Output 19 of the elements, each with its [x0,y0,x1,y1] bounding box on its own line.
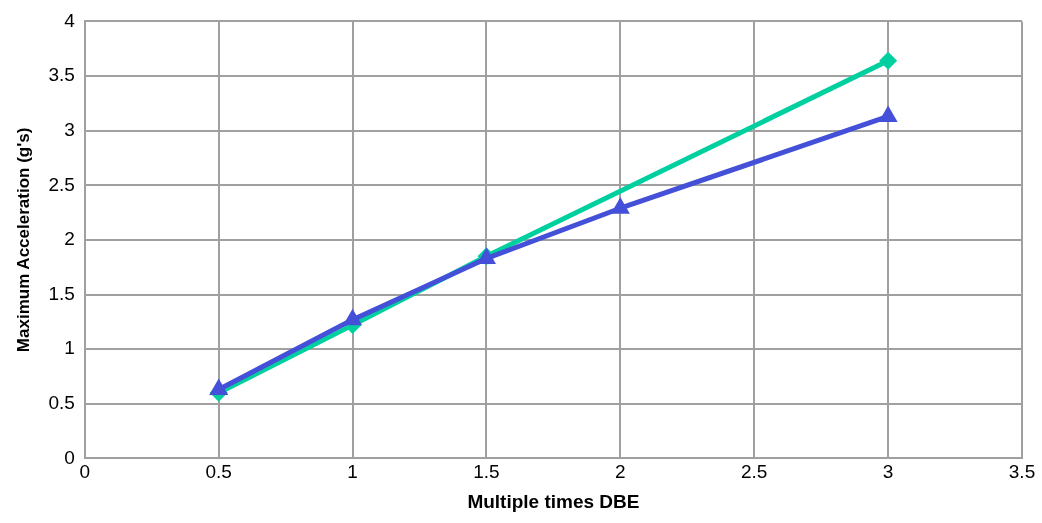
x-tick-label: 0.5 [205,461,232,483]
y-tick-label: 2 [64,228,75,250]
x-tick-label: 3.5 [1008,461,1036,483]
y-tick-label: 4 [64,9,76,31]
x-tick-label: 0 [79,461,91,483]
y-tick-label: 1 [64,337,75,359]
x-tick-label: 2 [615,461,626,483]
y-tick-label: 0.5 [48,392,75,414]
x-tick-label: 1 [347,461,358,483]
x-axis-title: Multiple times DBE [467,490,640,512]
y-tick-label: 3.5 [48,64,75,86]
y-tick-label: 2.5 [48,173,75,195]
y-axis-title: Maximum Acceleration (g's) [13,127,33,353]
x-tick-label: 1.5 [473,461,500,483]
y-tick-label: 0 [64,446,75,468]
x-tick-label: 3 [882,461,894,483]
y-tick-label: 1.5 [48,282,75,304]
y-tick-label: 3 [64,118,75,140]
x-tick-label: 2.5 [741,461,768,483]
